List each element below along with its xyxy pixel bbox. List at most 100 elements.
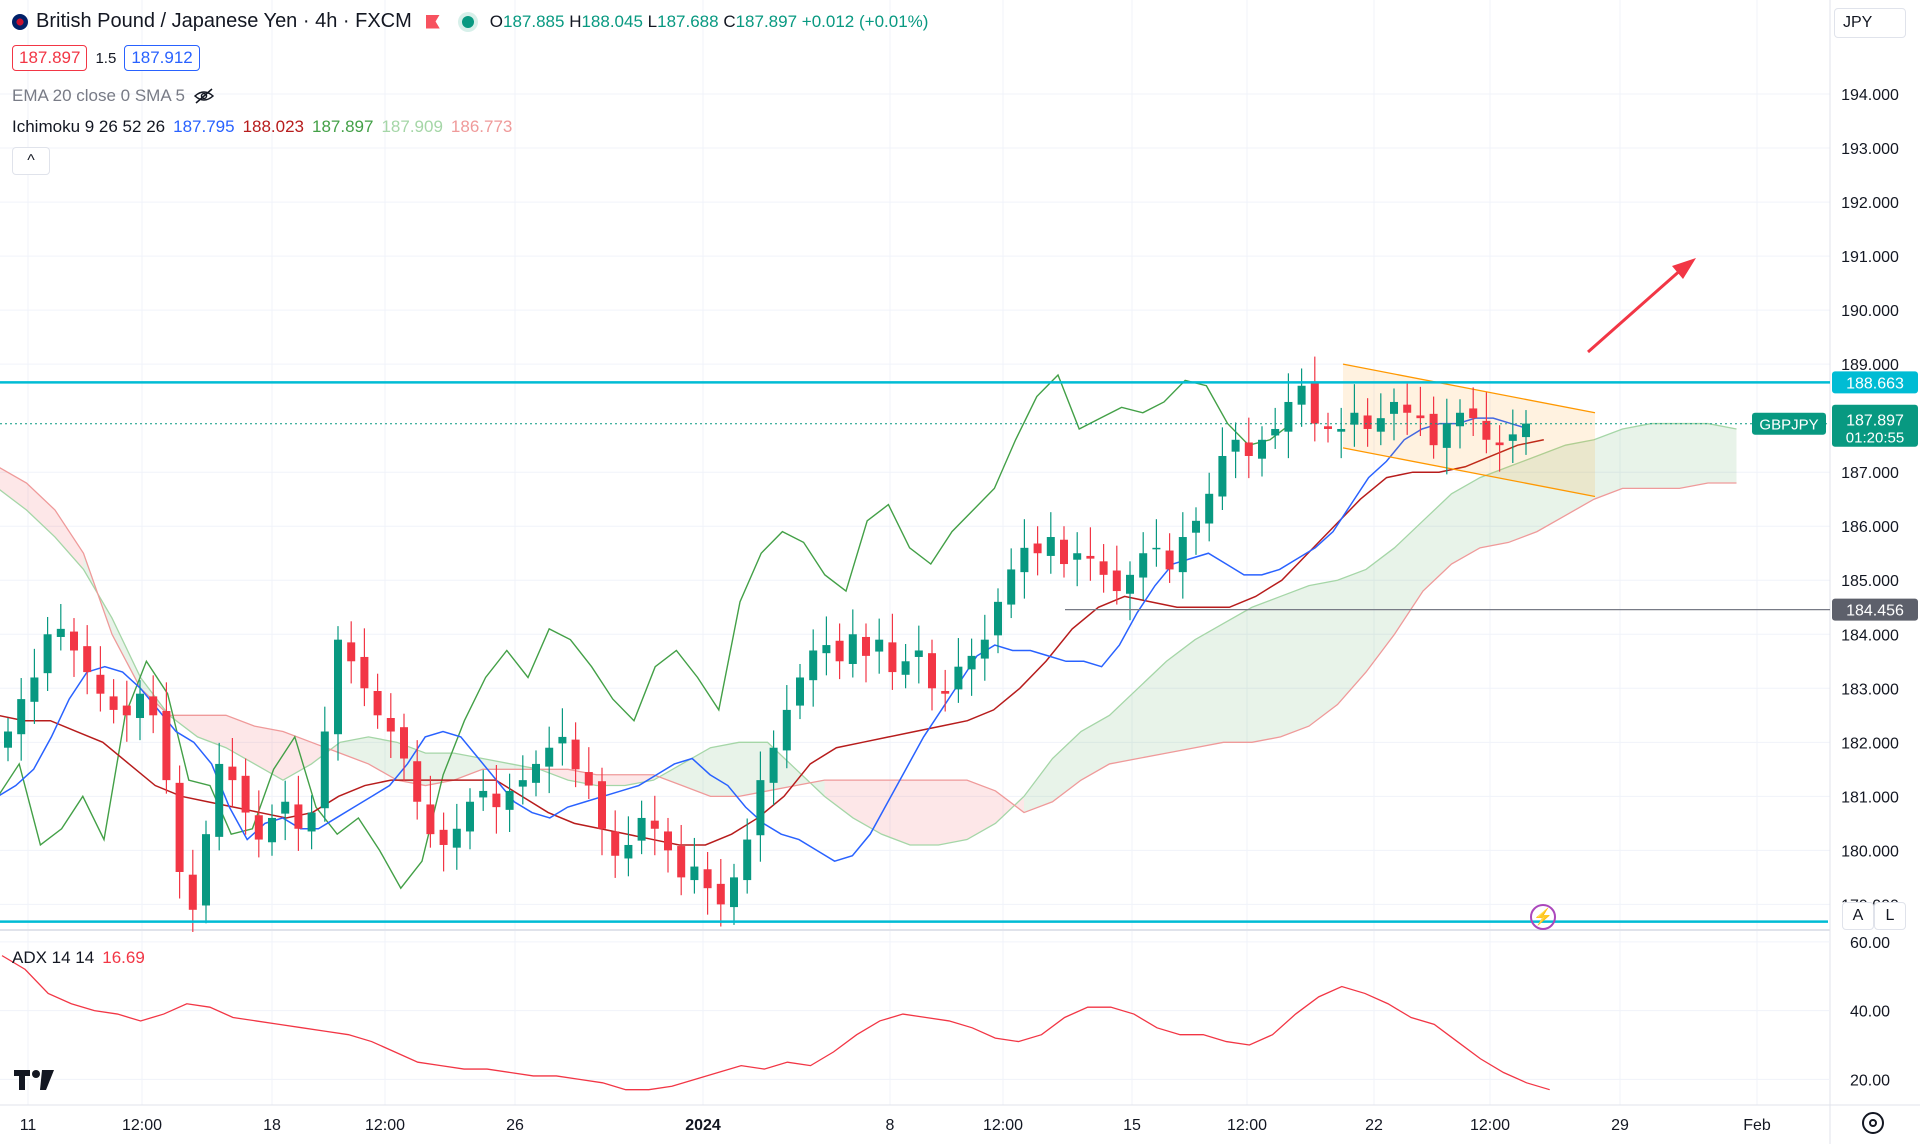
cloud-segment — [1309, 580, 1338, 727]
candle-body — [1192, 520, 1200, 533]
ema-label: EMA 20 close 0 SMA 5 — [12, 86, 185, 105]
candle-body — [1033, 543, 1042, 554]
ema-legend[interactable]: EMA 20 close 0 SMA 5 — [12, 86, 215, 106]
candle-body — [598, 781, 606, 829]
candle-body — [769, 747, 778, 783]
cloud-segment — [710, 742, 739, 797]
chikou-line — [0, 373, 1292, 890]
hidden-eye-icon[interactable] — [193, 88, 215, 104]
candle-body — [1060, 539, 1068, 565]
candle-body — [1390, 401, 1398, 414]
candle-body — [109, 696, 118, 710]
candle-body — [716, 883, 725, 905]
candle-body — [360, 656, 369, 689]
candle-body — [413, 761, 422, 802]
candle-body — [822, 645, 831, 654]
cloud-segment — [995, 790, 1024, 824]
candle-body — [1271, 428, 1280, 436]
candle-body — [1258, 439, 1266, 459]
chart-title[interactable]: British Pound / Japanese Yen · 4h · FXCM — [36, 10, 412, 32]
candle-body — [914, 650, 923, 657]
adx-legend[interactable]: ADX 14 14 16.69 — [12, 948, 145, 968]
price-axis[interactable]: 194.000 193.000 192.000 191.000 190.000 189.0… — [1841, 87, 1899, 1089]
candle-body — [782, 709, 791, 751]
time-tick-label: 12:00 — [1470, 1117, 1510, 1134]
candle-body — [56, 628, 65, 637]
candle-body — [1508, 434, 1517, 441]
cloud-segment — [625, 774, 654, 786]
candle-body — [1046, 537, 1055, 556]
auto-scale-button[interactable]: A — [1842, 902, 1874, 930]
candle-body — [334, 639, 342, 735]
candle-body — [994, 601, 1002, 636]
candle-body — [545, 747, 554, 767]
ichimoku-lines — [0, 373, 1737, 890]
lightning-alert-icon[interactable]: ⚡ — [1530, 904, 1556, 930]
price-tick-label: 192.000 — [1841, 195, 1899, 212]
candle-body — [1337, 428, 1346, 432]
cloud-segment — [653, 763, 682, 786]
cloud-segment — [1394, 520, 1423, 635]
cloud-segment — [1708, 423, 1737, 483]
cloud-segment — [368, 736, 397, 781]
candle-body — [241, 775, 250, 813]
time-tick-label: 12:00 — [983, 1117, 1023, 1134]
candle-body — [1456, 412, 1464, 427]
candle-body — [1218, 455, 1227, 497]
price-tick-label: 182.000 — [1841, 735, 1899, 752]
candle-body — [954, 666, 963, 690]
candle-body — [888, 642, 897, 673]
trend-arrow[interactable] — [1587, 258, 1696, 354]
candle-body — [466, 801, 474, 832]
candle-body — [505, 790, 514, 810]
candle-body — [875, 639, 884, 652]
candle-body — [703, 869, 712, 889]
candle-body — [294, 804, 303, 829]
candle-body — [400, 727, 408, 759]
candle-body — [980, 639, 989, 659]
flag-marker-icon[interactable] — [425, 14, 440, 29]
price-tick-label: 189.000 — [1841, 357, 1899, 374]
tradingview-logo[interactable] — [14, 1066, 56, 1099]
cloud-segment — [1480, 466, 1509, 548]
candle-body — [347, 642, 356, 662]
arrow-shaft — [1587, 266, 1684, 354]
horizontal-levels[interactable] — [0, 381, 1830, 923]
candlesticks[interactable] — [4, 356, 1530, 932]
candle-body — [1442, 423, 1451, 448]
support-price-label: 184.456 — [1846, 603, 1904, 620]
currency-selector[interactable]: JPY — [1834, 8, 1906, 38]
candle-body — [848, 634, 857, 664]
candle-body — [307, 812, 316, 832]
candle-body — [452, 828, 461, 848]
cloud-segment — [226, 715, 255, 764]
ichimoku-label: Ichimoku 9 26 52 26 — [12, 117, 166, 136]
price-tick-label: 194.000 — [1841, 87, 1899, 104]
sell-price-button[interactable]: 187.897 — [12, 45, 88, 71]
candle-body — [1403, 404, 1412, 413]
candle-body — [1469, 408, 1478, 419]
candle-body — [136, 693, 144, 719]
bar-countdown-label: 01:20:55 — [1846, 430, 1904, 447]
candle-body — [320, 731, 329, 809]
candle-body — [584, 772, 593, 786]
cloud-segment — [340, 736, 369, 764]
candle-body — [624, 844, 633, 859]
cloud-segment — [1024, 758, 1053, 813]
settings-gear-icon[interactable] — [1862, 1112, 1884, 1134]
candle-body — [1178, 537, 1187, 573]
span-a-value: 187.909 — [381, 117, 443, 136]
candle-body — [479, 790, 488, 798]
cloud-segment — [1594, 428, 1623, 500]
span-b-value: 186.773 — [450, 117, 513, 136]
cloud-segment — [1508, 455, 1537, 543]
buy-price-button[interactable]: 187.912 — [124, 45, 200, 71]
ichimoku-legend[interactable]: Ichimoku 9 26 52 26 187.795 188.023 187.… — [12, 117, 512, 137]
descending-channel[interactable] — [1342, 363, 1596, 498]
collapse-legend-button[interactable]: ^ — [12, 147, 50, 175]
time-axis[interactable]: 11 12:00 18 12:00 26 2024 8 12:00 15 12:00 22 12:00… — [20, 1117, 1771, 1134]
log-scale-button[interactable]: L — [1874, 902, 1906, 930]
cloud-segment — [824, 780, 853, 818]
